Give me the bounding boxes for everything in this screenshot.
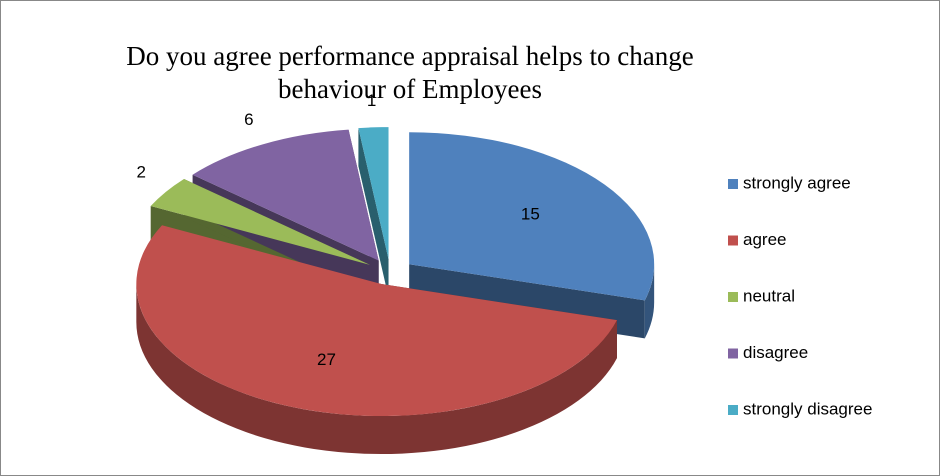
chart-title: Do you agree performance appraisal helps… (126, 41, 694, 104)
legend-label: neutral (743, 286, 795, 305)
slice-tops (136, 127, 655, 417)
legend-swatch (728, 348, 738, 359)
legend-swatch (728, 179, 738, 189)
data-label: 27 (317, 350, 336, 369)
legend-label: agree (743, 230, 786, 249)
data-label: 2 (137, 163, 146, 182)
legend-label: disagree (743, 343, 808, 362)
slice (358, 127, 389, 260)
legend-swatch (728, 405, 738, 415)
data-label: 15 (521, 204, 540, 223)
data-label: 1 (367, 91, 376, 110)
slice-side (136, 284, 617, 455)
slice (409, 132, 655, 301)
slice (192, 129, 379, 261)
legend-swatch (728, 292, 738, 302)
slice-cut (358, 128, 389, 298)
legend-label: strongly agree (743, 173, 851, 192)
legend-label: strongly disagree (743, 399, 872, 418)
data-label: 6 (244, 110, 253, 129)
slice-side (644, 264, 655, 339)
slice (136, 225, 617, 417)
legend-swatch (728, 235, 738, 246)
slice (150, 178, 370, 265)
